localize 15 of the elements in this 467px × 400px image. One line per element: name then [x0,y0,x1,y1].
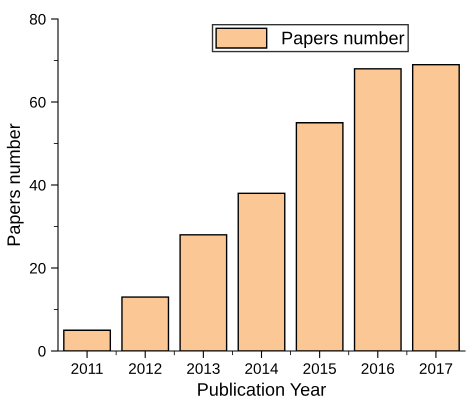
x-tick-label: 2017 [420,363,452,374]
y-tick-label: 0 [38,346,46,357]
x-tick-label: 2014 [245,363,278,374]
y-axis-title: Papers number [6,124,24,246]
x-tick-label: 2015 [303,363,336,374]
y-tick-label: 40 [30,180,46,191]
x-tick-label: 2013 [187,363,220,374]
x-axis-title: Publication Year [198,382,326,396]
y-tick-label: 20 [30,262,46,274]
legend-label: Papers number [282,31,404,48]
x-tick-label: 2016 [362,363,394,374]
y-tick-label: 80 [30,14,46,25]
x-tick-label: 2011 [71,363,103,374]
y-tick-label: 60 [30,96,46,108]
x-tick-label: 2012 [128,363,162,374]
